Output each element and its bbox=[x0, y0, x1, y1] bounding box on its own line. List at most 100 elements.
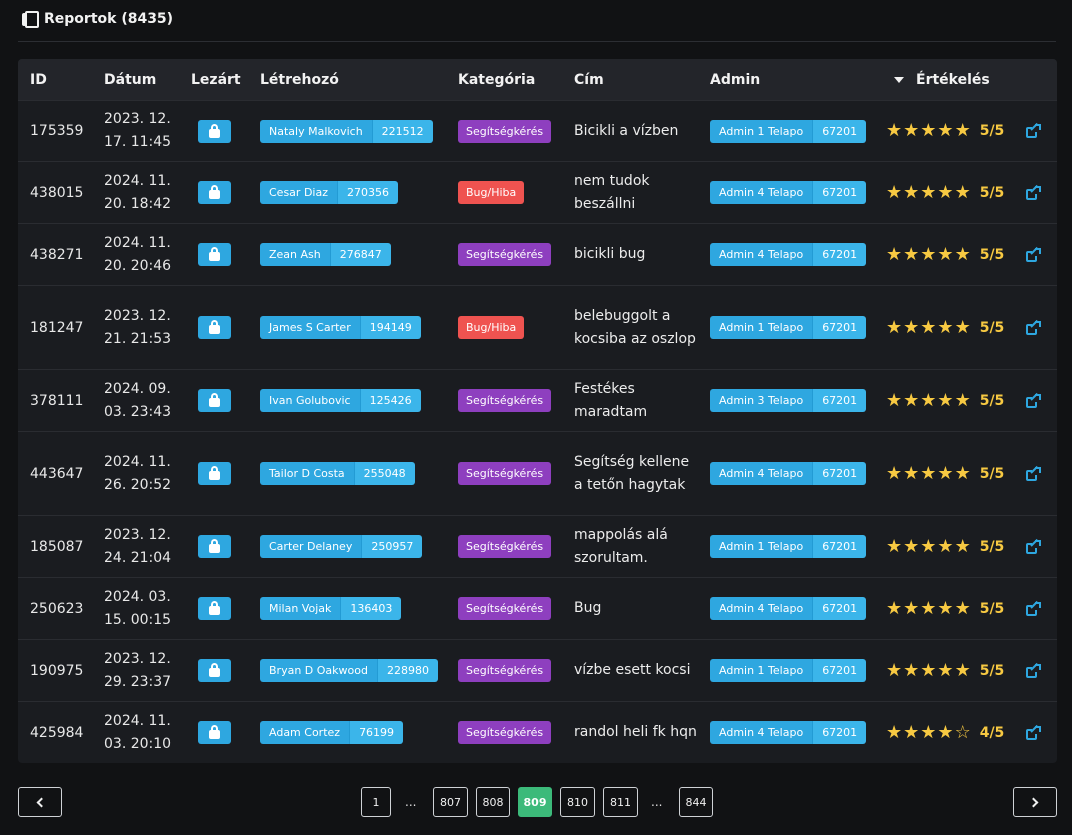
page-button-811[interactable]: 811 bbox=[603, 787, 638, 817]
creator-badge[interactable]: Ivan Golubovic 125426 bbox=[260, 389, 421, 412]
lock-button[interactable] bbox=[198, 316, 231, 339]
report-date: 2024. 11. 20. 20:46 bbox=[104, 234, 172, 274]
admin-id: 67201 bbox=[812, 181, 867, 204]
admin-cell: Admin 1 Telapo 67201 bbox=[710, 516, 867, 577]
star-filled-icon: ★ bbox=[903, 181, 920, 203]
page-button-808[interactable]: 808 bbox=[476, 787, 510, 817]
lock-icon-body bbox=[209, 398, 220, 407]
admin-name: Admin 4 Telapo bbox=[710, 721, 813, 744]
lock-icon bbox=[211, 185, 218, 192]
external-link-icon[interactable] bbox=[1026, 538, 1041, 554]
page-button-807[interactable]: 807 bbox=[433, 787, 468, 817]
open-report-cell bbox=[1026, 640, 1041, 701]
lock-button[interactable] bbox=[198, 597, 231, 620]
admin-badge[interactable]: Admin 4 Telapo 67201 bbox=[710, 597, 867, 620]
admin-badge[interactable]: Admin 1 Telapo 67201 bbox=[710, 659, 867, 682]
column-id[interactable]: ID bbox=[30, 71, 47, 88]
column-rating[interactable]: Értékelés bbox=[894, 59, 990, 100]
creator-badge[interactable]: Milan Vojak 136403 bbox=[260, 597, 402, 620]
column-title[interactable]: Cím bbox=[574, 71, 604, 88]
lock-button[interactable] bbox=[198, 535, 231, 558]
star-filled-icon: ★ bbox=[903, 659, 920, 681]
page-button-810[interactable]: 810 bbox=[560, 787, 595, 817]
admin-cell: Admin 4 Telapo 67201 bbox=[710, 702, 867, 763]
creator-badge[interactable]: James S Carter 194149 bbox=[260, 316, 421, 339]
page-button-844[interactable]: 844 bbox=[679, 787, 713, 817]
column-admin[interactable]: Admin bbox=[710, 71, 761, 88]
admin-badge[interactable]: Admin 3 Telapo 67201 bbox=[710, 389, 867, 412]
lock-icon-body bbox=[209, 190, 220, 199]
external-link-icon[interactable] bbox=[1026, 465, 1041, 481]
creator-badge[interactable]: Bryan D Oakwood 228980 bbox=[260, 659, 438, 682]
admin-badge[interactable]: Admin 4 Telapo 67201 bbox=[710, 721, 867, 744]
table-body: 175359 2023. 12. 17. 11:45 Nataly Malkov… bbox=[18, 100, 1057, 763]
lock-button[interactable] bbox=[198, 181, 231, 204]
lock-button[interactable] bbox=[198, 389, 231, 412]
external-link-icon[interactable] bbox=[1026, 724, 1041, 740]
report-date: 2024. 11. 20. 18:42 bbox=[104, 172, 172, 212]
report-id: 425984 bbox=[30, 724, 84, 741]
page-button-1[interactable]: 1 bbox=[361, 787, 391, 817]
lock-button[interactable] bbox=[198, 462, 231, 485]
column-closed[interactable]: Lezárt bbox=[191, 71, 241, 88]
creator-id: 221512 bbox=[371, 119, 433, 143]
page-button-809[interactable]: 809 bbox=[518, 787, 552, 817]
admin-badge[interactable]: Admin 4 Telapo 67201 bbox=[710, 462, 867, 485]
external-link-icon[interactable] bbox=[1026, 662, 1041, 678]
admin-badge[interactable]: Admin 4 Telapo 67201 bbox=[710, 243, 867, 266]
report-title: vízbe esett kocsi bbox=[574, 662, 691, 678]
creator-badge[interactable]: Nataly Malkovich 221512 bbox=[260, 119, 433, 143]
lock-icon bbox=[211, 601, 218, 608]
table-row: 425984 2024. 11. 03. 20:10 Adam Cortez 7… bbox=[18, 701, 1057, 763]
table-header: ID Dátum Lezárt Létrehozó Kategória Cím … bbox=[18, 59, 1057, 100]
rating-score: 5/5 bbox=[979, 246, 1005, 263]
creator-id: 194149 bbox=[359, 316, 421, 339]
admin-badge[interactable]: Admin 4 Telapo 67201 bbox=[710, 181, 867, 204]
creator-badge[interactable]: Tailor D Costa 255048 bbox=[260, 462, 415, 485]
report-date: 2023. 12. 17. 11:45 bbox=[104, 111, 172, 150]
rating-cell: ★ ★ ★ ★ ★ 5/5 bbox=[886, 640, 1004, 701]
external-link-icon[interactable] bbox=[1026, 184, 1041, 200]
rating-cell: ★ ★ ★ ★ ★ 5/5 bbox=[886, 516, 1004, 577]
admin-badge[interactable]: Admin 1 Telapo 67201 bbox=[710, 535, 867, 558]
admin-badge[interactable]: Admin 1 Telapo 67201 bbox=[710, 119, 867, 143]
external-link-icon[interactable] bbox=[1026, 246, 1041, 262]
lock-button[interactable] bbox=[198, 119, 231, 143]
closed-cell bbox=[198, 224, 231, 285]
creator-badge[interactable]: Zean Ash 276847 bbox=[260, 243, 391, 266]
column-category[interactable]: Kategória bbox=[458, 71, 536, 88]
rating-cell: ★ ★ ★ ★ ★ 5/5 bbox=[886, 286, 1004, 369]
closed-cell bbox=[198, 370, 231, 431]
creator-badge[interactable]: Cesar Diaz 270356 bbox=[260, 181, 398, 204]
lock-icon-body bbox=[209, 606, 220, 615]
creator-badge[interactable]: Adam Cortez 76199 bbox=[260, 721, 404, 744]
report-date: 2024. 11. 26. 20:52 bbox=[104, 453, 172, 493]
creator-badge[interactable]: Carter Delaney 250957 bbox=[260, 535, 423, 558]
column-creator[interactable]: Létrehozó bbox=[260, 71, 339, 88]
external-link-icon[interactable] bbox=[1026, 600, 1041, 616]
table-row: 181247 2023. 12. 21. 21:53 James S Carte… bbox=[18, 285, 1057, 369]
star-filled-icon: ★ bbox=[903, 462, 920, 484]
column-date[interactable]: Dátum bbox=[104, 71, 157, 88]
category-cell: Segítségkérés bbox=[458, 516, 552, 577]
creator-id: 76199 bbox=[349, 721, 404, 744]
report-title: Bug bbox=[574, 600, 602, 616]
prev-page-button[interactable] bbox=[18, 787, 62, 817]
star-filled-icon: ★ bbox=[886, 181, 903, 203]
star-filled-icon: ★ bbox=[903, 597, 920, 619]
closed-cell bbox=[198, 286, 231, 369]
creator-name: Ivan Golubovic bbox=[260, 389, 360, 412]
external-link-icon[interactable] bbox=[1026, 319, 1041, 335]
external-link-icon[interactable] bbox=[1026, 122, 1041, 138]
external-link-icon[interactable] bbox=[1026, 392, 1041, 408]
report-id: 443647 bbox=[30, 465, 84, 482]
admin-name: Admin 1 Telapo bbox=[710, 316, 813, 339]
admin-badge[interactable]: Admin 1 Telapo 67201 bbox=[710, 316, 867, 339]
lock-button[interactable] bbox=[198, 243, 231, 266]
admin-cell: Admin 4 Telapo 67201 bbox=[710, 578, 867, 639]
lock-button[interactable] bbox=[198, 659, 231, 682]
lock-button[interactable] bbox=[198, 721, 231, 744]
rating-score: 5/5 bbox=[979, 465, 1005, 482]
next-page-button[interactable] bbox=[1013, 787, 1057, 817]
star-filled-icon: ★ bbox=[920, 659, 937, 681]
